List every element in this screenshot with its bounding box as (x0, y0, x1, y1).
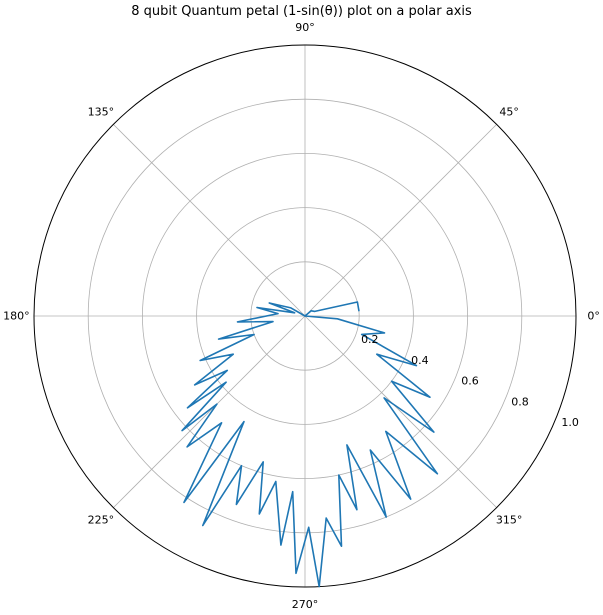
theta-tick-label: 45° (499, 105, 519, 118)
theta-tick-label: 90° (295, 21, 315, 34)
r-tick-label: 0.6 (461, 375, 479, 388)
r-gridline (141, 152, 469, 480)
r-gridline (250, 261, 360, 371)
r-tick-label: 0.2 (361, 333, 379, 346)
theta-tick-label: 315° (496, 514, 523, 527)
series-layer (181, 301, 439, 588)
theta-gridline (304, 124, 497, 317)
chart-title: 8 qubit Quantum petal (1-sin(θ)) plot on… (131, 4, 472, 19)
polar-frame (33, 44, 577, 588)
r-tick-label: 0.4 (411, 354, 429, 367)
r-gridline (87, 98, 523, 534)
tick-labels: 0° 45° 90° 135° 180° 225° 270° 315° 0.2 0.4 0.6 0.8… (3, 21, 600, 611)
theta-gridline (113, 124, 306, 317)
r-tick-label: 0.8 (511, 395, 529, 408)
theta-gridline (304, 315, 497, 508)
theta-tick-label: 270° (292, 598, 319, 611)
theta-tick-label: 180° (3, 310, 30, 323)
theta-tick-label: 225° (88, 514, 115, 527)
r-gridline (196, 207, 414, 425)
r-tick-label: 1.0 (561, 416, 579, 429)
polar-grid (34, 45, 576, 587)
theta-tick-label: 135° (88, 105, 115, 118)
series-line (181, 301, 439, 588)
theta-tick-label: 0° (587, 310, 600, 323)
theta-gridline (113, 315, 306, 508)
